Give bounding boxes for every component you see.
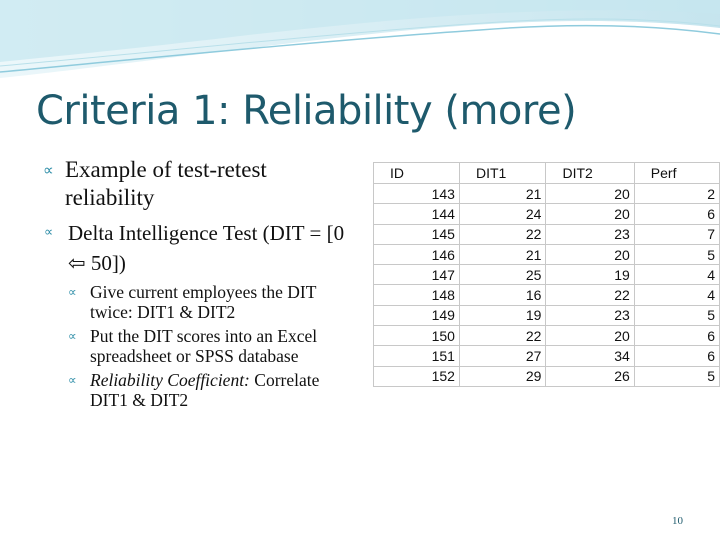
table-cell: 20 bbox=[545, 182, 635, 205]
table-cell: 146 bbox=[373, 243, 460, 266]
table-row: 152 29 26 5 bbox=[373, 365, 720, 387]
table-row: 149 19 23 5 bbox=[373, 304, 720, 327]
table-cell: 21 bbox=[458, 182, 547, 205]
table-cell: 152 bbox=[373, 365, 460, 387]
table-cell: 148 bbox=[373, 284, 460, 306]
header-decoration bbox=[0, 0, 720, 78]
table-cell: 147 bbox=[373, 264, 460, 286]
bullet: Give current employees the DIT twice: DI… bbox=[40, 282, 330, 322]
table-cell: 22 bbox=[458, 325, 547, 347]
table-row: 143 21 20 2 bbox=[373, 182, 720, 205]
table-cell: 24 bbox=[458, 203, 547, 225]
table-cell: 4 bbox=[633, 264, 720, 286]
table-cell: 20 bbox=[545, 325, 635, 347]
header-cell: ID bbox=[373, 162, 460, 184]
table-cell: 16 bbox=[458, 284, 547, 306]
header-cell: DIT1 bbox=[458, 162, 547, 184]
table-cell: 7 bbox=[633, 223, 720, 245]
table-cell: 143 bbox=[373, 182, 460, 205]
table-cell: 23 bbox=[545, 304, 635, 327]
table-row: 147 25 19 4 bbox=[373, 264, 720, 286]
table-cell: 19 bbox=[458, 304, 547, 327]
table-row: 146 21 20 5 bbox=[373, 243, 720, 266]
table-cell: 19 bbox=[545, 264, 635, 286]
table-cell: 5 bbox=[633, 365, 720, 387]
table-row: 148 16 22 4 bbox=[373, 284, 720, 306]
bullet: Put the DIT scores into an Excel spreads… bbox=[40, 326, 330, 366]
table-cell: 21 bbox=[458, 243, 547, 266]
table-cell: 23 bbox=[545, 223, 635, 245]
bullet-emphasis: Reliability Coefficient: bbox=[90, 370, 250, 390]
table-cell: 6 bbox=[633, 203, 720, 225]
table-cell: 20 bbox=[545, 243, 635, 266]
bullet: Example of test-retest reliability Delta… bbox=[40, 156, 360, 410]
table-cell: 4 bbox=[633, 284, 720, 306]
slide-title: Criteria 1: Reliability (more) bbox=[36, 88, 577, 134]
bullet-text: Put the DIT scores into an Excel spreads… bbox=[90, 326, 318, 366]
table-cell: 20 bbox=[545, 203, 635, 225]
page-number: 10 bbox=[672, 515, 683, 527]
table-cell: 6 bbox=[633, 345, 720, 367]
table-cell: 2 bbox=[633, 182, 720, 205]
table-cell: 22 bbox=[458, 223, 547, 245]
table-cell: 26 bbox=[545, 365, 635, 387]
table-cell: 5 bbox=[633, 304, 720, 327]
header-row: ID DIT1 DIT2 Perf bbox=[373, 162, 720, 184]
table-row: 144 24 20 6 bbox=[373, 203, 720, 225]
table-row: 151 27 34 6 bbox=[373, 345, 720, 367]
table-row: 150 22 20 6 bbox=[373, 325, 720, 347]
bullet: Reliability Coefficient: Correlate DIT1 … bbox=[40, 370, 330, 410]
bullet-text: Correlate DIT1 & DIT2 bbox=[90, 370, 320, 410]
bullet: Delta Intelligence Test (DIT = [0 ⇦ 50])… bbox=[40, 218, 360, 410]
table-cell: 34 bbox=[545, 345, 635, 367]
table-cell: 27 bbox=[458, 345, 547, 367]
table-cell: 144 bbox=[373, 203, 460, 225]
header-cell: Perf bbox=[633, 162, 720, 184]
table-cell: 6 bbox=[633, 325, 720, 347]
table-cell: 149 bbox=[373, 304, 460, 327]
table-cell: 25 bbox=[458, 264, 547, 286]
bullet-text: Example of test-retest reliability bbox=[65, 157, 267, 210]
bullet-text: Delta Intelligence Test (DIT = [0 ⇦ 50]) bbox=[68, 221, 345, 275]
header-cell: DIT2 bbox=[545, 162, 635, 184]
table-cell: 150 bbox=[373, 325, 460, 347]
table-cell: 5 bbox=[633, 243, 720, 266]
data-table: ID DIT1 DIT2 Perf 143 21 20 2 144 24 20 6 145 22 23 7 14… bbox=[373, 162, 720, 387]
bullet-text: Give current employees the DIT twice: DI… bbox=[90, 282, 317, 322]
table-cell: 151 bbox=[373, 345, 460, 367]
table-cell: 22 bbox=[545, 284, 635, 306]
table-cell: 145 bbox=[373, 223, 460, 245]
table-cell: 29 bbox=[458, 365, 547, 387]
table-row: 145 22 23 7 bbox=[373, 223, 720, 245]
bullet-list: Example of test-retest reliability Delta… bbox=[40, 156, 360, 410]
